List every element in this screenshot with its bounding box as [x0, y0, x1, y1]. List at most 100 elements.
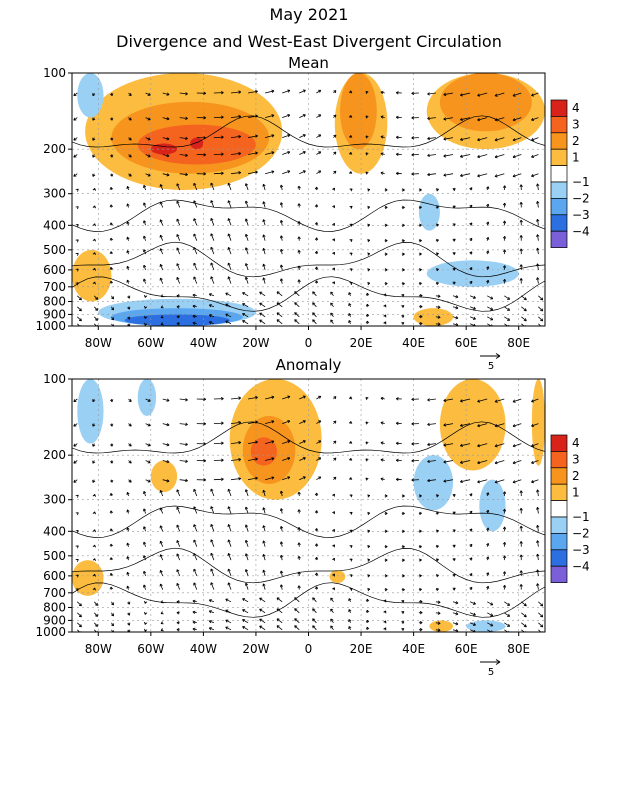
wind-vector-head	[531, 479, 535, 484]
wind-vector-head	[109, 557, 114, 561]
wind-vector	[143, 541, 146, 547]
wind-vector	[494, 154, 505, 158]
wind-vector-head	[333, 90, 337, 94]
wind-vector	[248, 421, 258, 424]
wind-vector-head	[486, 186, 490, 190]
wind-vector-head	[494, 399, 498, 403]
wind-vector-head	[348, 135, 353, 138]
wind-vector-head	[208, 304, 212, 308]
wind-vector-head	[314, 266, 319, 270]
wind-vector-head	[279, 554, 284, 558]
colorbar-swatch	[550, 516, 568, 534]
wind-vector-head	[203, 153, 207, 157]
wind-vector-head	[519, 554, 523, 558]
wind-vector-head	[143, 541, 147, 545]
wind-vector	[209, 620, 215, 624]
wind-vector-head	[176, 600, 180, 604]
wind-vector	[280, 570, 283, 576]
wind-vector	[263, 525, 266, 532]
wind-vector-head	[460, 479, 463, 484]
wind-vector-head	[279, 202, 284, 206]
wind-vector	[280, 249, 283, 255]
colorbar-label: 4	[572, 436, 580, 450]
colorbar-label: −1	[572, 175, 590, 189]
wind-vector	[282, 440, 291, 444]
wind-vector-head	[314, 556, 319, 560]
wind-vector	[521, 601, 527, 607]
wind-vector-head	[221, 115, 224, 119]
wind-vector	[531, 154, 539, 158]
wind-vector-head	[210, 217, 214, 221]
wind-vector-head	[203, 459, 207, 463]
wind-vector	[230, 459, 241, 461]
wind-vector	[210, 276, 215, 284]
wind-vector	[143, 202, 146, 208]
wind-vector-head	[176, 524, 180, 528]
wind-vector-head	[477, 118, 481, 122]
wind-vector-head	[242, 598, 246, 601]
wind-vector-head	[419, 529, 422, 533]
wind-vector-head	[111, 317, 114, 321]
wind-vector-head	[330, 608, 334, 612]
wind-vector-head	[210, 276, 214, 280]
y-tick-label: 1000	[35, 625, 66, 639]
wind-vector-head	[367, 281, 371, 286]
wind-vector	[494, 137, 505, 141]
wind-vector-head	[536, 553, 540, 557]
wind-vector-head	[297, 542, 301, 546]
wind-vector	[537, 583, 539, 590]
wind-vector-head	[159, 263, 163, 267]
wind-vector-head	[383, 620, 387, 624]
wind-vector-head	[384, 238, 388, 243]
wind-vector-head	[318, 476, 322, 480]
wind-vector	[487, 295, 493, 300]
wind-vector-head	[166, 117, 170, 121]
wind-vector-head	[221, 152, 224, 156]
wind-vector-head	[437, 305, 441, 309]
wind-vector-head	[143, 184, 147, 188]
wind-vector-head	[287, 151, 291, 155]
wind-vector	[494, 117, 505, 121]
wind-vector	[537, 489, 539, 497]
wind-vector	[264, 114, 275, 118]
wind-vector-head	[126, 203, 130, 207]
wind-vector	[245, 276, 249, 284]
wind-vector-head	[494, 93, 498, 97]
wind-vector-head	[109, 280, 114, 284]
wind-vector-head	[279, 584, 284, 588]
wind-vector-head	[255, 170, 258, 174]
wind-vector-head	[109, 251, 114, 255]
wind-vector	[162, 479, 170, 482]
wind-vector	[263, 583, 266, 590]
wind-vector	[330, 302, 334, 308]
wind-vector-head	[536, 263, 540, 267]
wind-vector	[294, 618, 300, 624]
wind-vector-head	[502, 265, 507, 268]
wind-vector-head	[348, 152, 353, 155]
wind-vector-head	[147, 117, 151, 121]
wind-vector	[537, 234, 539, 241]
wind-vector	[230, 91, 241, 94]
x-tick-label: 20E	[350, 336, 373, 350]
wind-vector-head	[452, 558, 456, 562]
wind-vector	[294, 319, 300, 325]
wind-vector	[477, 137, 488, 141]
wind-vector-head	[531, 93, 535, 97]
wind-vector-head	[159, 248, 163, 252]
wind-vector	[259, 625, 266, 631]
wind-vector-head	[384, 494, 388, 498]
wind-vector-head	[332, 222, 335, 226]
wind-vector-head	[75, 574, 79, 578]
wind-vector-head	[519, 525, 523, 529]
wind-vector-head	[227, 200, 231, 204]
wind-vector	[209, 599, 215, 603]
wind-vector-head	[159, 234, 163, 238]
wind-vector	[265, 90, 275, 94]
x-tick-label: 80E	[507, 642, 530, 656]
wind-vector-head	[384, 281, 388, 286]
wind-vector-head	[419, 587, 422, 592]
wind-vector	[225, 626, 232, 631]
wind-vector-head	[519, 507, 523, 511]
wind-vector	[230, 397, 241, 400]
wind-vector	[263, 234, 266, 241]
